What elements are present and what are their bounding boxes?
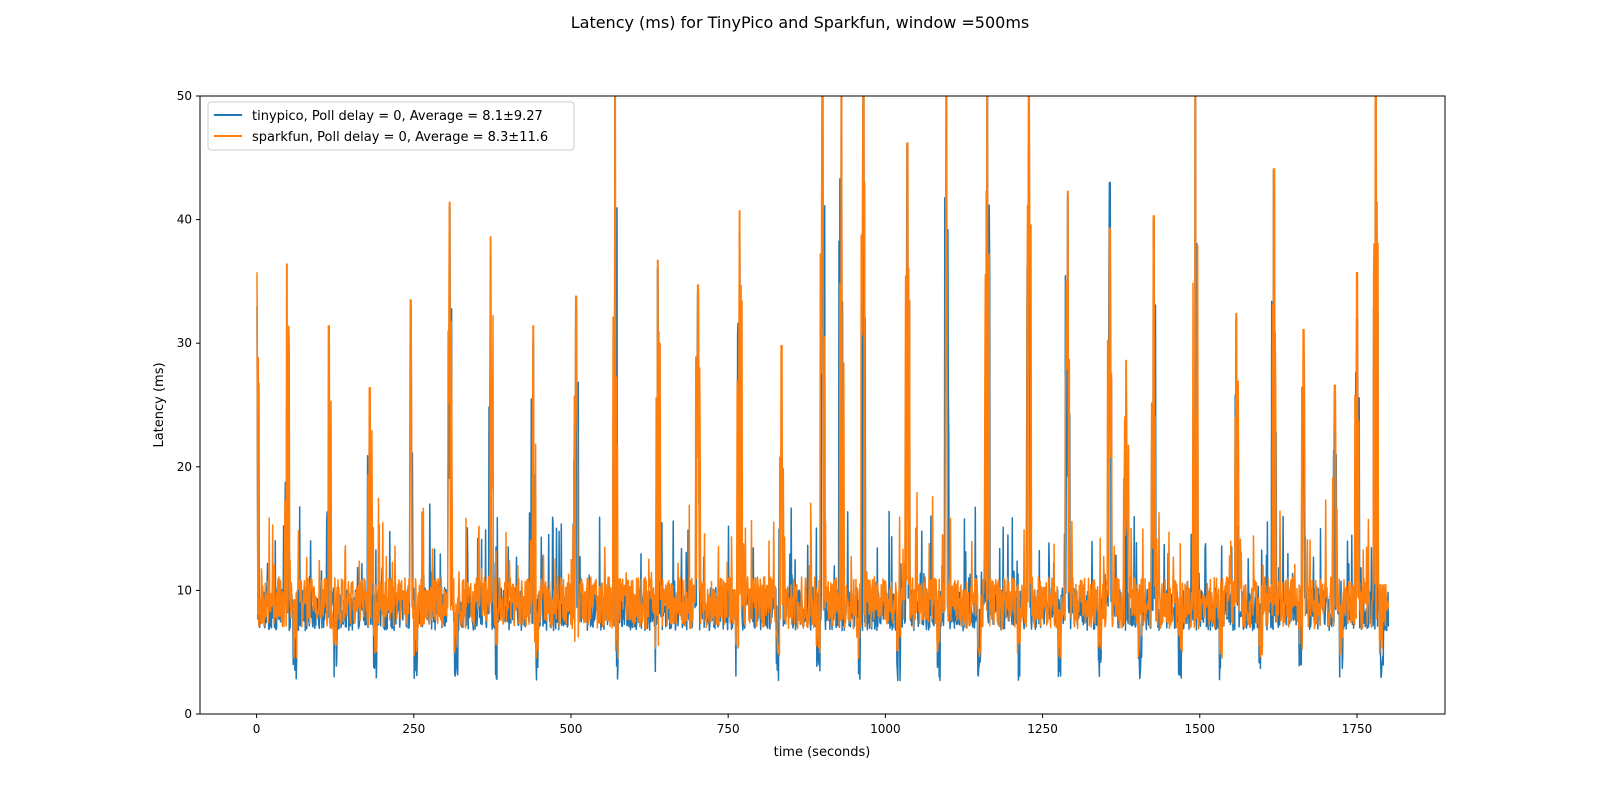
x-axis-label: time (seconds) (774, 745, 871, 760)
y-tick-label: 30 (177, 336, 192, 350)
y-tick-label: 0 (184, 707, 192, 721)
chart-title: Latency (ms) for TinyPico and Sparkfun, … (570, 13, 1030, 32)
x-tick-label: 500 (560, 722, 583, 736)
legend-label: tinypico, Poll delay = 0, Average = 8.1±… (252, 109, 543, 124)
legend-label: sparkfun, Poll delay = 0, Average = 8.3±… (252, 130, 548, 145)
legend: tinypico, Poll delay = 0, Average = 8.1±… (207, 101, 575, 151)
x-tick-label: 750 (717, 722, 740, 736)
y-axis-label: Latency (ms) (152, 362, 167, 447)
legend-box (207, 101, 575, 151)
y-tick-label: 40 (177, 213, 192, 227)
x-tick-label: 1750 (1342, 722, 1373, 736)
x-tick-label: 1000 (870, 722, 901, 736)
x-tick-label: 0 (253, 722, 261, 736)
y-tick-label: 50 (177, 89, 192, 103)
y-tick-label: 20 (177, 460, 192, 474)
plot-frame (199, 95, 1446, 715)
x-tick-label: 1250 (1027, 722, 1058, 736)
x-tick-label: 250 (402, 722, 425, 736)
y-tick-label: 10 (177, 583, 192, 597)
x-tick-label: 1500 (1184, 722, 1215, 736)
series-line-1 (256, 96, 1390, 659)
